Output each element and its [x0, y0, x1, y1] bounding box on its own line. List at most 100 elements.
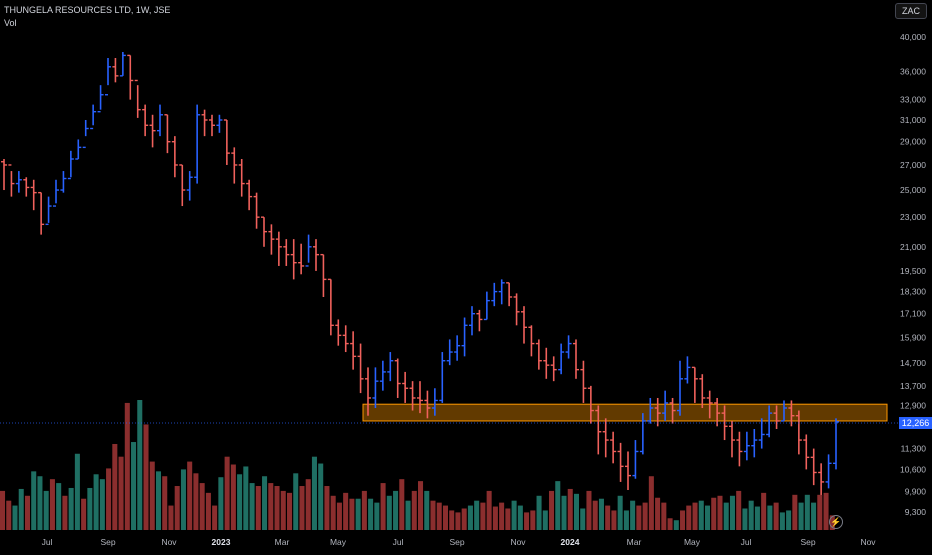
- price-bar: [305, 234, 312, 267]
- price-bar: [491, 282, 498, 307]
- volume-bar: [524, 512, 530, 530]
- volume-bar: [723, 502, 729, 530]
- price-bar: [706, 390, 713, 419]
- volume-bar: [779, 512, 785, 530]
- volume-bar: [573, 493, 580, 530]
- price-bar: [521, 306, 527, 344]
- time-tick-label: Sep: [449, 537, 464, 547]
- price-bar: [82, 119, 89, 149]
- price-axis[interactable]: 40,000 36,000 33,000 31,000 29,000 27,000 25,0…: [898, 0, 932, 550]
- volume-bar: [511, 500, 517, 530]
- volume-bar: [293, 473, 299, 530]
- volume-bar: [430, 500, 436, 530]
- price-bar: [543, 347, 550, 379]
- price-bar: [647, 397, 654, 424]
- price-tick-label: 9,300: [905, 507, 927, 517]
- time-tick-label: 2024: [561, 537, 580, 547]
- volume-bar: [380, 483, 386, 530]
- volume-bar: [767, 505, 773, 530]
- volume-bar: [804, 494, 810, 530]
- price-bar: [617, 442, 624, 482]
- time-tick-label: Sep: [800, 537, 815, 547]
- volume-label[interactable]: Vol: [4, 18, 17, 28]
- price-bar: [1, 158, 7, 191]
- symbol-title[interactable]: THUNGELA RESOURCES LTD, 1W, JSE: [4, 5, 171, 15]
- volume-bar: [143, 424, 149, 530]
- volume-bar: [692, 502, 698, 530]
- volume-bar: [455, 512, 461, 530]
- volume-bar: [561, 495, 567, 530]
- volume-bar: [505, 508, 511, 530]
- price-bar: [714, 397, 721, 427]
- price-tick-label: 17,100: [900, 309, 926, 319]
- volume-bar: [168, 505, 174, 530]
- price-bar: [528, 325, 535, 357]
- volume-bar: [43, 490, 49, 530]
- volume-bar: [193, 473, 199, 530]
- price-bar: [781, 400, 787, 422]
- volume-bar: [761, 492, 767, 530]
- price-bar: [632, 440, 639, 479]
- volume-bar: [56, 483, 62, 530]
- price-bar: [171, 136, 178, 178]
- volume-bar: [461, 508, 467, 530]
- price-bar: [60, 171, 67, 193]
- time-tick-label: Nov: [510, 537, 526, 547]
- volume-bar: [393, 490, 399, 530]
- price-bar: [283, 239, 290, 266]
- volume-bar: [37, 476, 43, 530]
- volume-bar: [274, 486, 280, 530]
- price-bar: [580, 360, 587, 403]
- price-bar: [602, 418, 609, 458]
- price-bar: [379, 360, 386, 391]
- volume-bar: [6, 500, 12, 530]
- price-bar: [803, 434, 810, 470]
- price-bar: [134, 79, 141, 118]
- price-bar: [231, 147, 238, 184]
- volume-bar: [586, 490, 592, 530]
- price-bar: [610, 431, 617, 464]
- time-tick-label: Jul: [741, 537, 752, 547]
- price-bar: [439, 352, 446, 403]
- price-bar: [90, 104, 97, 130]
- volume-bar: [262, 476, 268, 530]
- price-bar: [394, 358, 401, 398]
- price-bar: [209, 114, 215, 137]
- support-zone[interactable]: [362, 403, 888, 422]
- price-tick-label: 13,700: [900, 381, 926, 391]
- price-bar: [30, 179, 37, 211]
- price-bar: [313, 239, 319, 271]
- volume-bar: [255, 486, 261, 530]
- volume-bar: [623, 510, 629, 530]
- price-bar: [75, 139, 82, 160]
- price-tick-label: 36,000: [900, 66, 926, 76]
- volume-bar: [299, 486, 305, 530]
- price-bar: [684, 356, 691, 384]
- volume-bar: [249, 483, 255, 530]
- price-bar: [127, 54, 134, 100]
- price-bar: [186, 171, 193, 201]
- price-bar: [810, 448, 817, 486]
- time-tick-label: May: [330, 537, 347, 547]
- volume-bar: [418, 481, 424, 530]
- time-tick-label: Nov: [161, 537, 177, 547]
- price-bar: [476, 309, 483, 332]
- volume-bar: [636, 505, 642, 530]
- currency-button[interactable]: ZAC: [895, 3, 927, 19]
- price-bar: [729, 420, 735, 458]
- price-bar: [699, 374, 706, 408]
- volume-bar: [349, 498, 355, 530]
- price-bar: [743, 431, 750, 461]
- lightning-icon[interactable]: ⚡: [829, 515, 843, 529]
- volume-bar: [480, 502, 486, 530]
- volume-bar: [355, 498, 361, 530]
- price-bar: [751, 429, 758, 458]
- time-axis[interactable]: Jul Sep Nov 2023 Mar May Jul Sep Nov 2024 Mar May Ju…: [42, 537, 877, 547]
- volume-bar: [742, 508, 748, 530]
- price-tick-label: 11,300: [901, 444, 927, 454]
- volume-bar: [62, 495, 68, 530]
- price-bar: [773, 405, 780, 430]
- price-bar: [662, 390, 669, 421]
